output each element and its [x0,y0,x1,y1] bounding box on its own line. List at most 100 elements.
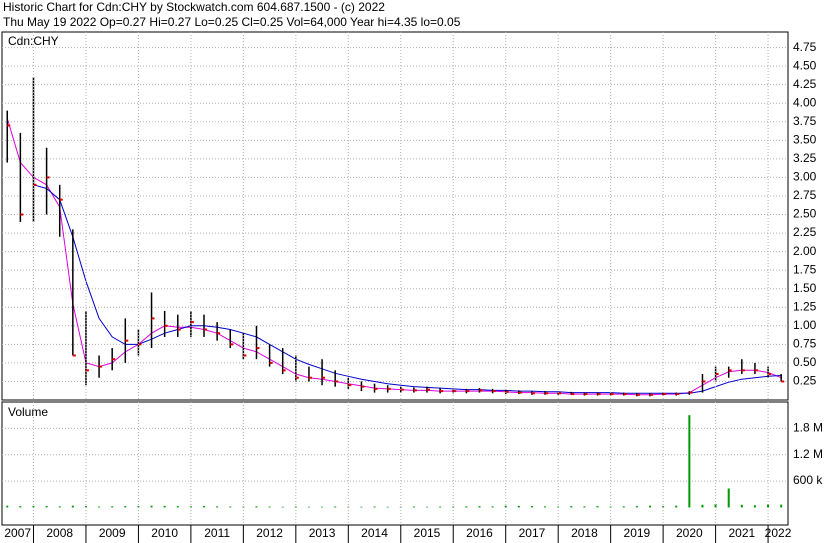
volume-bar [504,505,507,508]
close-mark [85,369,89,372]
close-mark [190,321,194,324]
x-tick-label: 2019 [624,526,651,540]
close-mark [584,393,588,396]
close-mark [387,387,391,390]
close-mark [256,347,260,350]
volume-bar [189,506,192,508]
close-mark [518,391,522,394]
x-tick-label: 2008 [46,526,73,540]
close-mark [571,393,575,396]
close-mark [728,369,732,372]
volume-bar [727,488,730,508]
volume-bar [635,506,638,508]
y-tick-label: 4.25 [793,77,817,91]
volume-bar [478,506,481,508]
close-mark [164,324,168,327]
volume-bar [557,506,560,508]
y-tick-label: 1.50 [793,281,817,295]
volume-bar [124,506,127,508]
close-mark [269,361,273,364]
close-mark [308,376,312,379]
volume-bar [491,506,494,508]
volume-bar [517,505,520,508]
y-tick-label: 2.75 [793,188,817,202]
y-tick-label: 3.75 [793,114,817,128]
close-mark [361,385,365,388]
close-mark [466,390,470,393]
x-tick-label: 2021 [728,526,755,540]
close-mark [72,354,76,357]
close-mark [46,176,50,179]
x-tick-label: 2012 [256,526,283,540]
y-tick-label: 1.2 M [793,447,823,461]
close-mark [322,376,326,379]
volume-bar [740,504,743,508]
y-tick-label: 1.00 [793,318,817,332]
close-mark [348,384,352,387]
volume-bar [71,505,74,508]
volume-bar [530,506,533,508]
y-tick-label: 2.25 [793,225,817,239]
volume-bar [203,506,206,508]
close-mark [335,380,339,383]
close-mark [531,392,535,395]
volume-bar [255,506,258,508]
volume-bar [570,506,573,508]
volume-bar [321,506,324,508]
close-mark [636,393,640,396]
close-mark [59,198,63,201]
close-mark [7,124,11,127]
volume-bar [412,506,415,508]
close-mark [177,328,181,331]
volume-bar [688,415,691,508]
volume-bar [98,506,101,508]
moving-average [33,184,782,394]
close-mark [781,380,785,383]
y-tick-label: 0.50 [793,355,817,369]
x-tick-label: 2009 [99,526,126,540]
volume-bar [649,505,652,508]
volume-bar [753,505,756,508]
x-tick-label: 2015 [414,526,441,540]
close-mark [295,376,299,379]
volume-bar [32,505,35,508]
x-tick-label: 2013 [309,526,336,540]
volume-bar [242,506,245,508]
close-mark [413,389,417,392]
close-mark [151,317,155,320]
close-mark [230,343,234,346]
x-tick-label: 2018 [571,526,598,540]
volume-bar [137,506,140,508]
volume-bar [360,506,363,508]
close-mark [138,343,142,346]
y-tick-label: 1.25 [793,299,817,313]
x-tick-label: 2017 [519,526,546,540]
volume-bar [84,506,87,508]
price-panel [1,31,789,401]
close-mark [610,393,614,396]
volume-bar [714,503,717,508]
close-mark [243,354,247,357]
close-mark [440,390,444,393]
volume-bar [163,505,166,508]
close-mark [33,183,37,186]
volume-bar [596,506,599,508]
close-mark [204,328,208,331]
volume-bar [307,506,310,508]
y-tick-label: 4.00 [793,95,817,109]
y-tick-label: 1.75 [793,262,817,276]
y-tick-label: 0.25 [793,374,817,388]
volume-bar [19,506,22,508]
volume-bar [426,506,429,508]
close-mark [741,369,745,372]
close-mark [558,392,562,395]
volume-bar [452,506,455,508]
volume-bar [294,506,297,508]
y-tick-label: 3.25 [793,151,817,165]
x-tick-label: 2010 [151,526,178,540]
volume-bar [373,506,376,508]
y-tick-label: 0.75 [793,337,817,351]
close-mark [505,390,509,393]
